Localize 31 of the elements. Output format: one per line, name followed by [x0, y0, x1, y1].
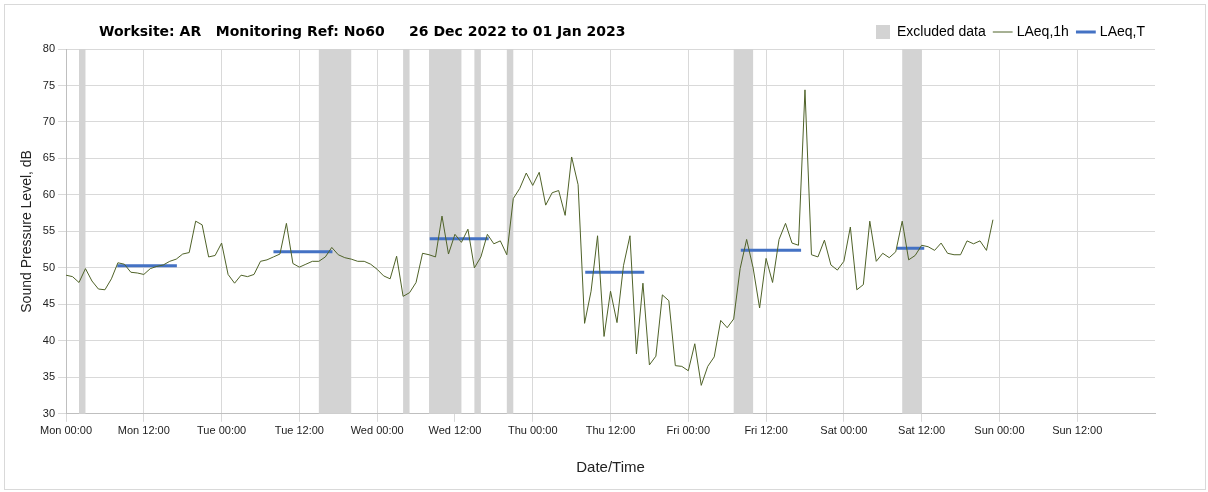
y-tick-label: 45 — [42, 297, 56, 310]
x-tick-label: Sun 12:00 — [1052, 424, 1103, 437]
legend-label: LAeq,T — [1099, 22, 1146, 39]
y-tick-label: 55 — [42, 224, 56, 237]
x-tick-label: Wed 12:00 — [428, 424, 482, 437]
y-tick-label: 40 — [42, 333, 56, 346]
x-tick-label: Sat 00:00 — [820, 424, 868, 437]
x-tick-label: Tue 00:00 — [197, 424, 247, 437]
x-tick-label: Thu 12:00 — [585, 424, 636, 437]
y-tick-label: 35 — [42, 370, 56, 383]
y-tick-label: 65 — [42, 151, 56, 164]
chart-title: Worksite: AR Monitoring Ref: No60 26 Dec 2022 to 01 Jan 2023 — [99, 23, 626, 39]
x-axis-title: Date/Time — [576, 458, 645, 476]
x-tick-label: Sat 12:00 — [898, 424, 946, 437]
x-tick-label: Sun 00:00 — [974, 424, 1025, 437]
y-tick-label: 80 — [42, 42, 56, 55]
x-tick-label: Fri 12:00 — [744, 424, 788, 437]
x-tick-label: Mon 00:00 — [40, 424, 93, 437]
y-axis-title: Sound Pressure Level, dB — [18, 150, 35, 313]
y-tick-label: 60 — [42, 187, 56, 200]
x-tick-label: Mon 12:00 — [117, 424, 170, 437]
y-tick-label: 70 — [42, 114, 56, 127]
y-tick-label: 30 — [42, 406, 56, 419]
y-tick-label: 50 — [42, 260, 56, 273]
x-tick-label: Wed 00:00 — [350, 424, 404, 437]
y-tick-label: 75 — [42, 78, 56, 91]
legend-label: LAeq,1h — [1016, 22, 1069, 39]
x-tick-label: Tue 12:00 — [274, 424, 324, 437]
x-tick-label: Thu 00:00 — [507, 424, 558, 437]
x-tick-label: Fri 00:00 — [666, 424, 711, 437]
legend-label: Excluded data — [896, 22, 986, 39]
